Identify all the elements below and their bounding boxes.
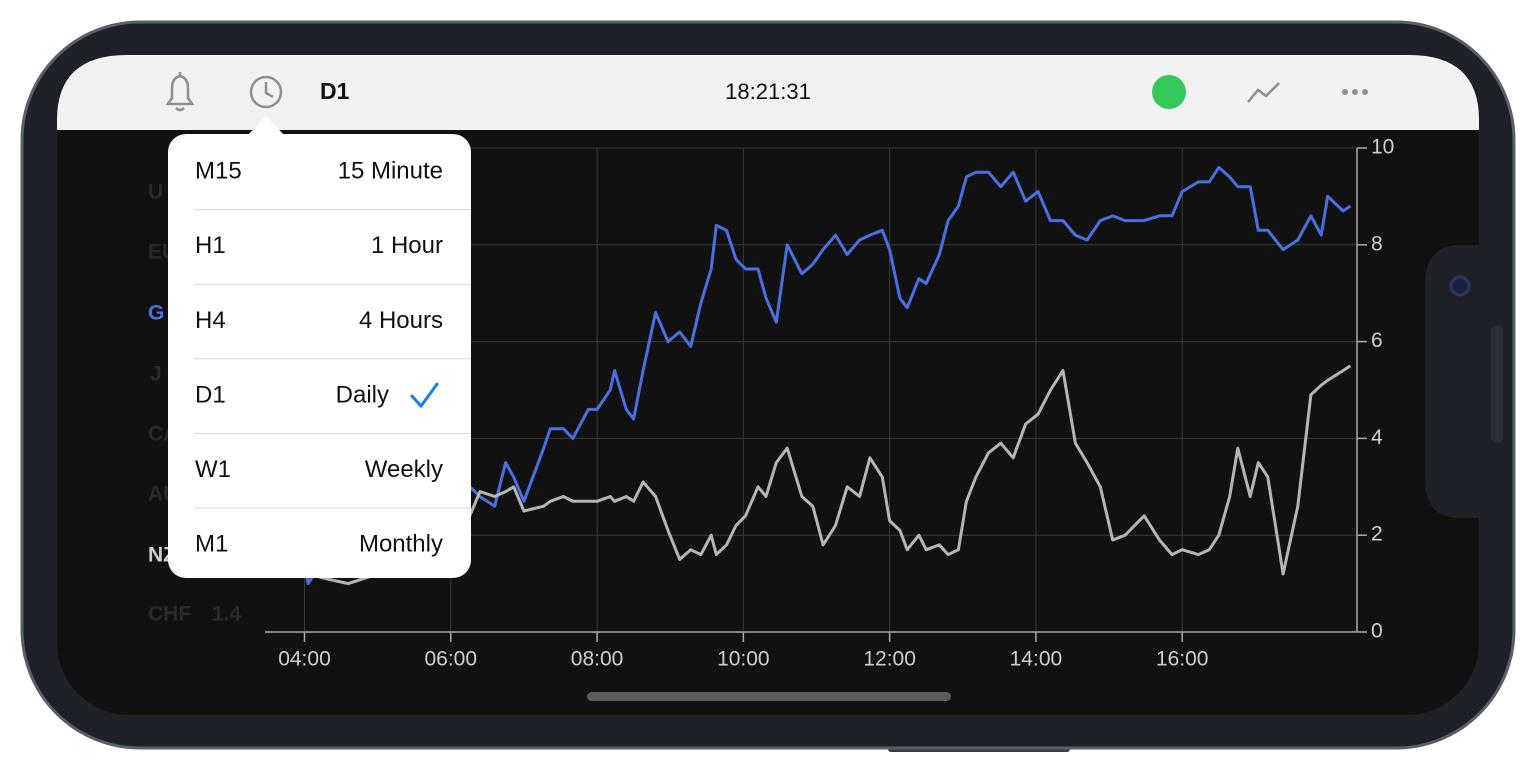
menu-label[interactable]: 1 Hour <box>371 232 443 259</box>
symbol-value: 1.4 <box>212 603 242 626</box>
home-indicator <box>587 692 951 701</box>
clock-icon[interactable] <box>249 75 283 109</box>
y-tick-label: 6 <box>1371 329 1383 352</box>
menu-code[interactable]: D1 <box>195 381 226 408</box>
menu-code[interactable]: W1 <box>195 456 231 483</box>
menu-code[interactable]: H1 <box>195 232 226 259</box>
y-tick-label: 0 <box>1371 620 1383 643</box>
y-tick-label: 4 <box>1371 426 1383 449</box>
bell-icon[interactable] <box>165 72 195 112</box>
x-tick-label: 08:00 <box>571 648 624 671</box>
x-tick-label: 12:00 <box>863 648 916 671</box>
menu-code[interactable]: H4 <box>195 307 226 334</box>
price-line <box>303 165 1352 586</box>
checkmark <box>410 382 439 408</box>
price-line <box>303 364 1352 586</box>
x-tick-label: 06:00 <box>424 648 477 671</box>
timeframe-button[interactable]: D1 <box>320 78 350 104</box>
toolbar <box>57 55 1479 130</box>
side-key <box>1491 325 1503 443</box>
symbol[interactable]: G <box>148 302 164 325</box>
x-tick-label: 04:00 <box>278 648 331 671</box>
menu-code[interactable]: M1 <box>195 531 228 558</box>
chart-type-icon[interactable] <box>1247 82 1280 103</box>
menu-code[interactable]: M15 <box>195 158 242 185</box>
menu-label[interactable]: 4 Hours <box>359 307 443 334</box>
y-tick-label: 2 <box>1371 523 1383 546</box>
menu-label[interactable]: Monthly <box>359 531 443 558</box>
y-tick-label: 8 <box>1371 232 1383 255</box>
x-tick-label: 16:00 <box>1156 648 1209 671</box>
clock: 18:21:31 <box>725 79 811 104</box>
menu-label[interactable]: 15 Minute <box>338 158 443 185</box>
x-tick-label: 14:00 <box>1010 648 1063 671</box>
more-icon[interactable] <box>1342 89 1368 95</box>
symbol[interactable]: U <box>148 181 163 204</box>
menu-arrow <box>248 116 284 135</box>
notch <box>1425 245 1479 518</box>
symbol[interactable]: CHF <box>148 603 191 626</box>
status-dot <box>1152 75 1186 109</box>
x-tick-label: 10:00 <box>717 648 770 671</box>
menu-label[interactable]: Daily <box>336 381 389 408</box>
symbol[interactable]: J <box>150 363 162 386</box>
menu-label[interactable]: Weekly <box>365 456 443 483</box>
menu-panel <box>168 134 471 578</box>
camera <box>1449 275 1471 297</box>
timeframe-menu: M15 15 Minute H1 1 Hour H4 4 Hours D1 Daily W1 We… <box>168 116 471 578</box>
y-tick-label: 10 <box>1371 136 1394 159</box>
